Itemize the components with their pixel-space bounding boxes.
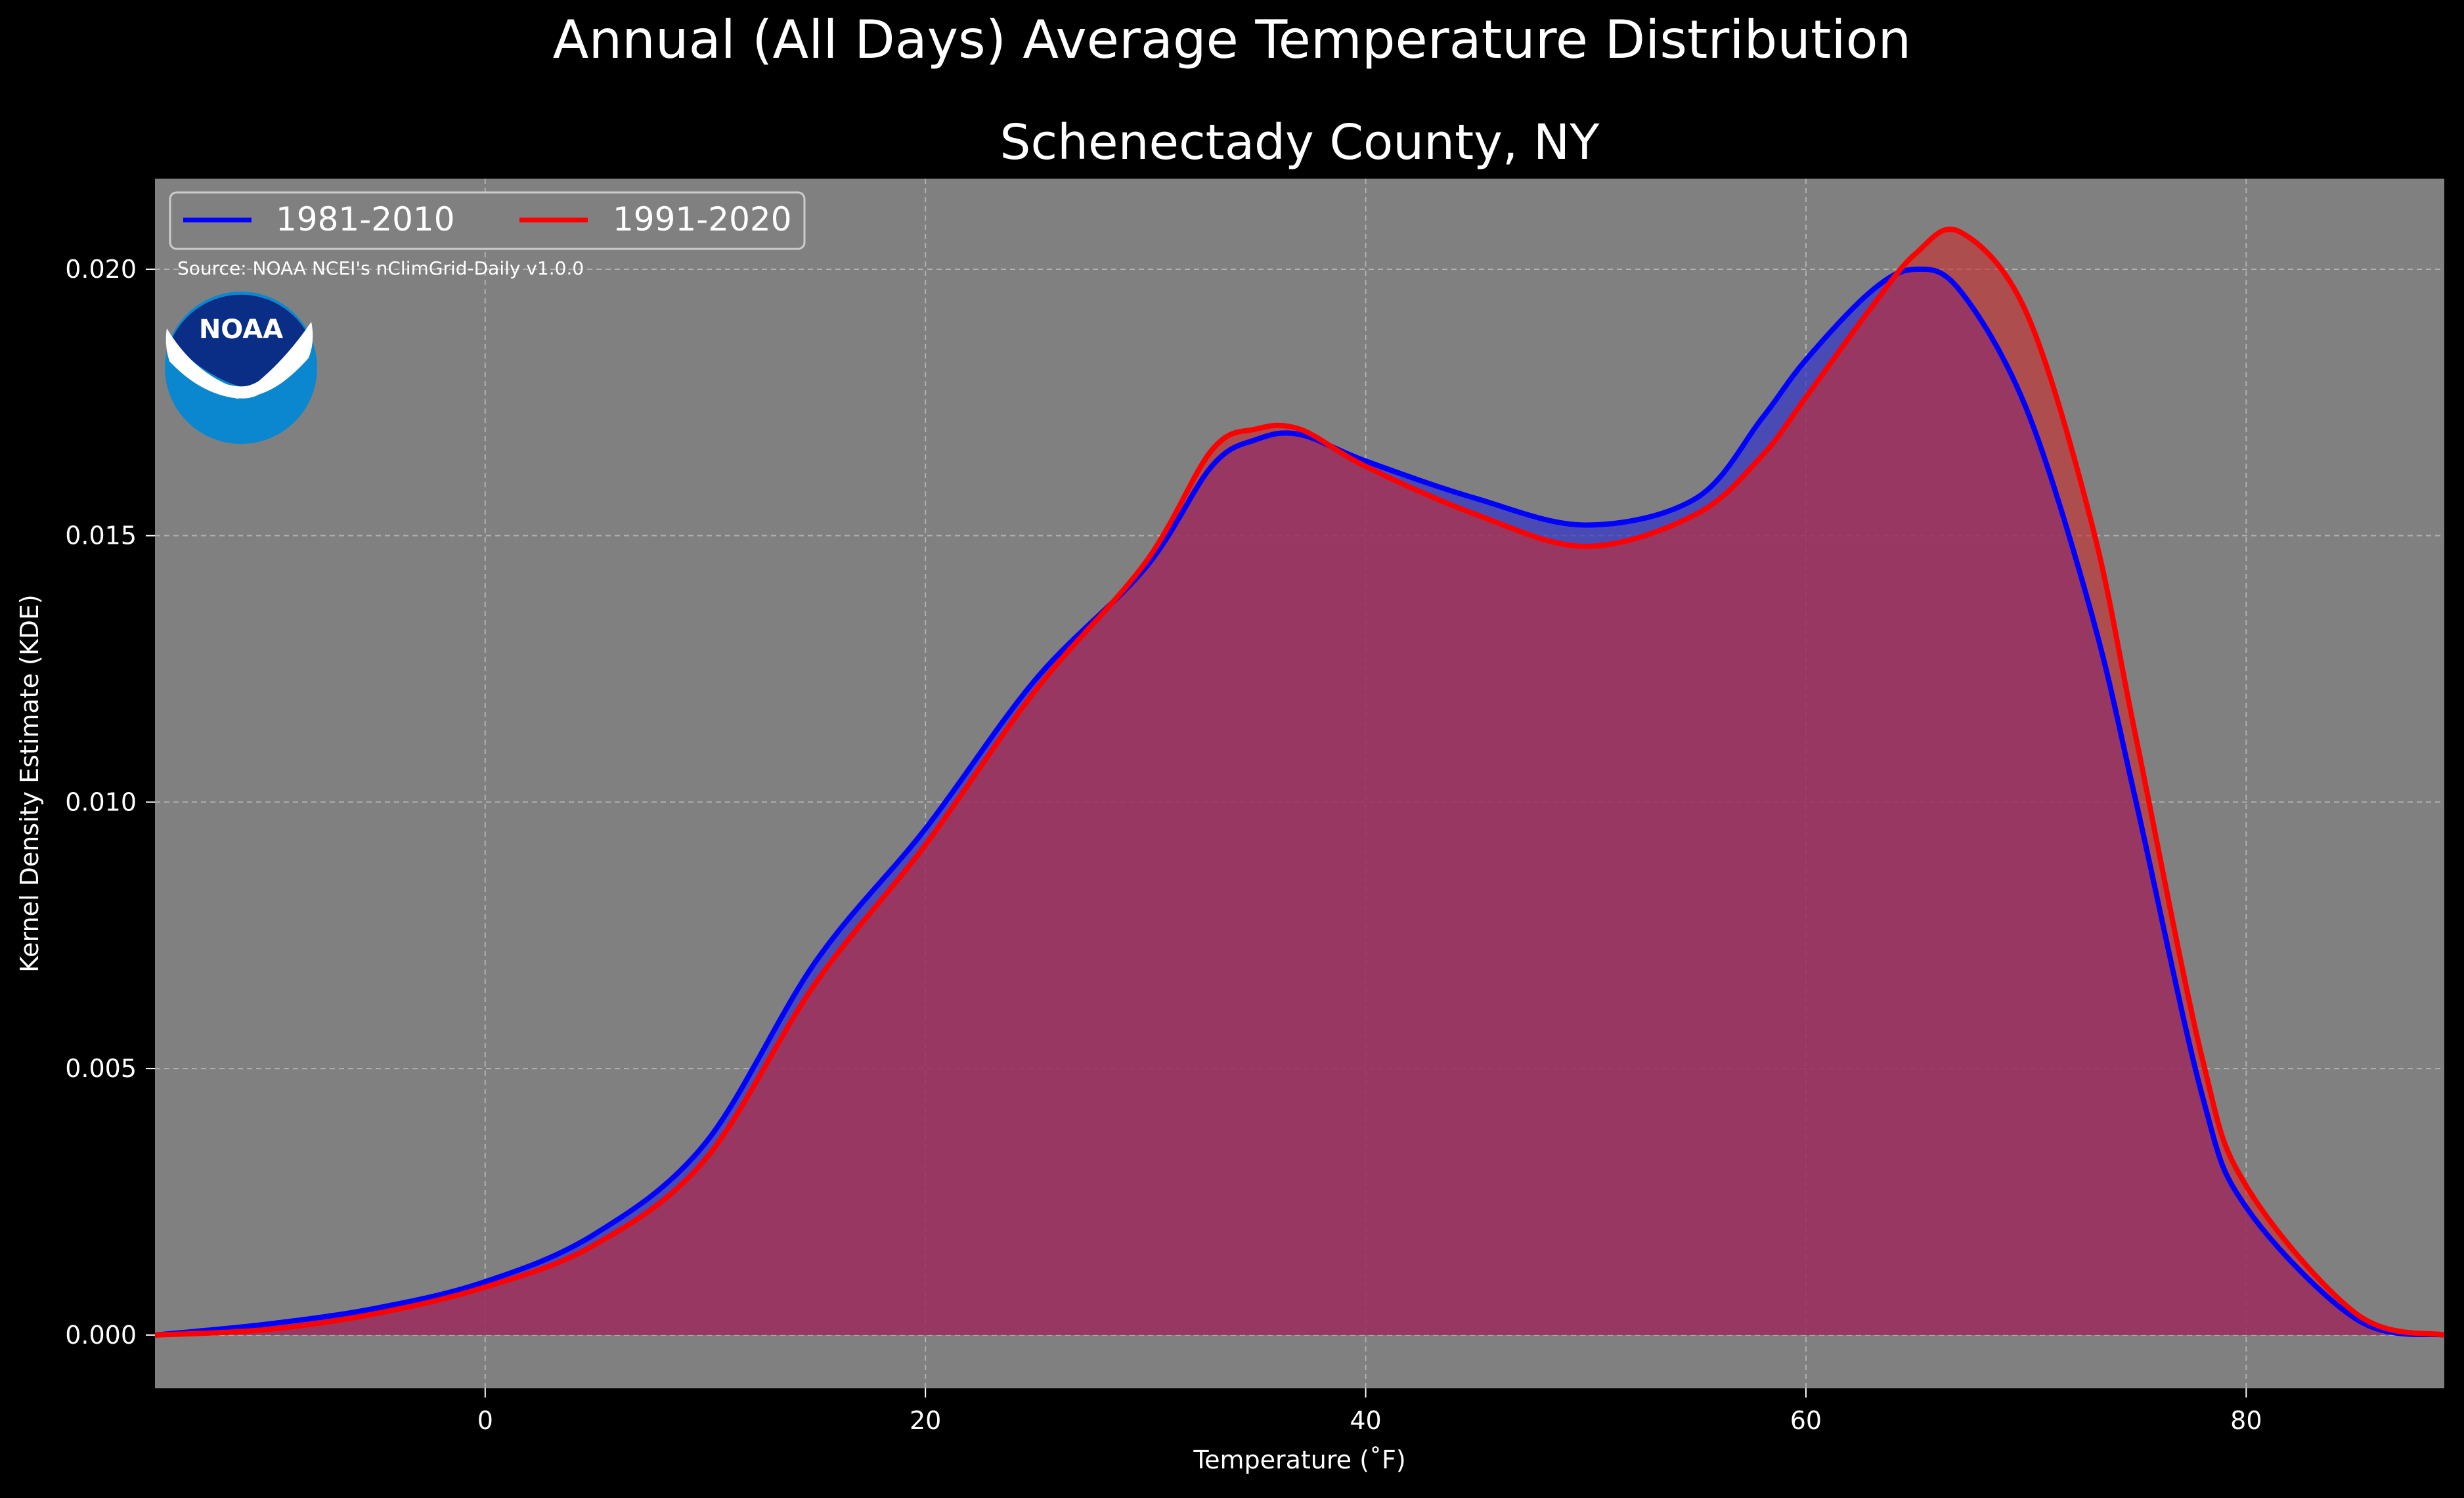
legend-label-1981-2010: 1981-2010 xyxy=(276,200,455,238)
noaa-logo-bird-tail xyxy=(217,386,276,399)
y-tick-label: 0.015 xyxy=(65,521,137,550)
x-tick-label: 60 xyxy=(1790,1406,1822,1435)
source-note: Source: NOAA NCEI's nClimGrid-Daily v1.0… xyxy=(177,257,584,279)
noaa-logo-text: NOAA xyxy=(199,315,283,345)
legend: 1981-2010 1991-2020 xyxy=(169,191,806,250)
noaa-logo-navy-sky xyxy=(171,294,311,387)
x-tick-label: 40 xyxy=(1350,1406,1381,1435)
chart-title: Schenectady County, NY xyxy=(1000,114,1600,171)
x-tick-label: 20 xyxy=(910,1406,941,1435)
noaa-logo: NOAA xyxy=(165,292,317,444)
series-layer xyxy=(155,227,2444,1338)
series-line-1981-2010 xyxy=(155,266,2444,1338)
legend-box xyxy=(169,191,806,250)
x-axis-label: Temperature (˚F) xyxy=(1193,1445,1405,1474)
figure-suptitle: Annual (All Days) Average Temperature Di… xyxy=(553,9,1911,70)
y-tick-label: 0.005 xyxy=(65,1054,137,1083)
y-axis-label: Kernel Density Estimate (KDE) xyxy=(15,594,44,973)
series-fill-1991-2020 xyxy=(155,229,2444,1335)
y-tick-label: 0.010 xyxy=(65,787,137,816)
tick-layer: 0 20 40 60 80 0.000 0.005 0.010 0.015 0.020 xyxy=(65,255,2262,1435)
y-tick-label: 0.000 xyxy=(65,1321,137,1350)
y-tick-label: 0.020 xyxy=(65,255,137,284)
series-line-1991-2020 xyxy=(155,227,2444,1338)
x-tick-label: 80 xyxy=(2230,1406,2262,1435)
noaa-logo-white-bird xyxy=(165,322,313,399)
legend-label-1991-2020: 1991-2020 xyxy=(613,200,792,238)
x-tick-label: 0 xyxy=(477,1406,493,1435)
